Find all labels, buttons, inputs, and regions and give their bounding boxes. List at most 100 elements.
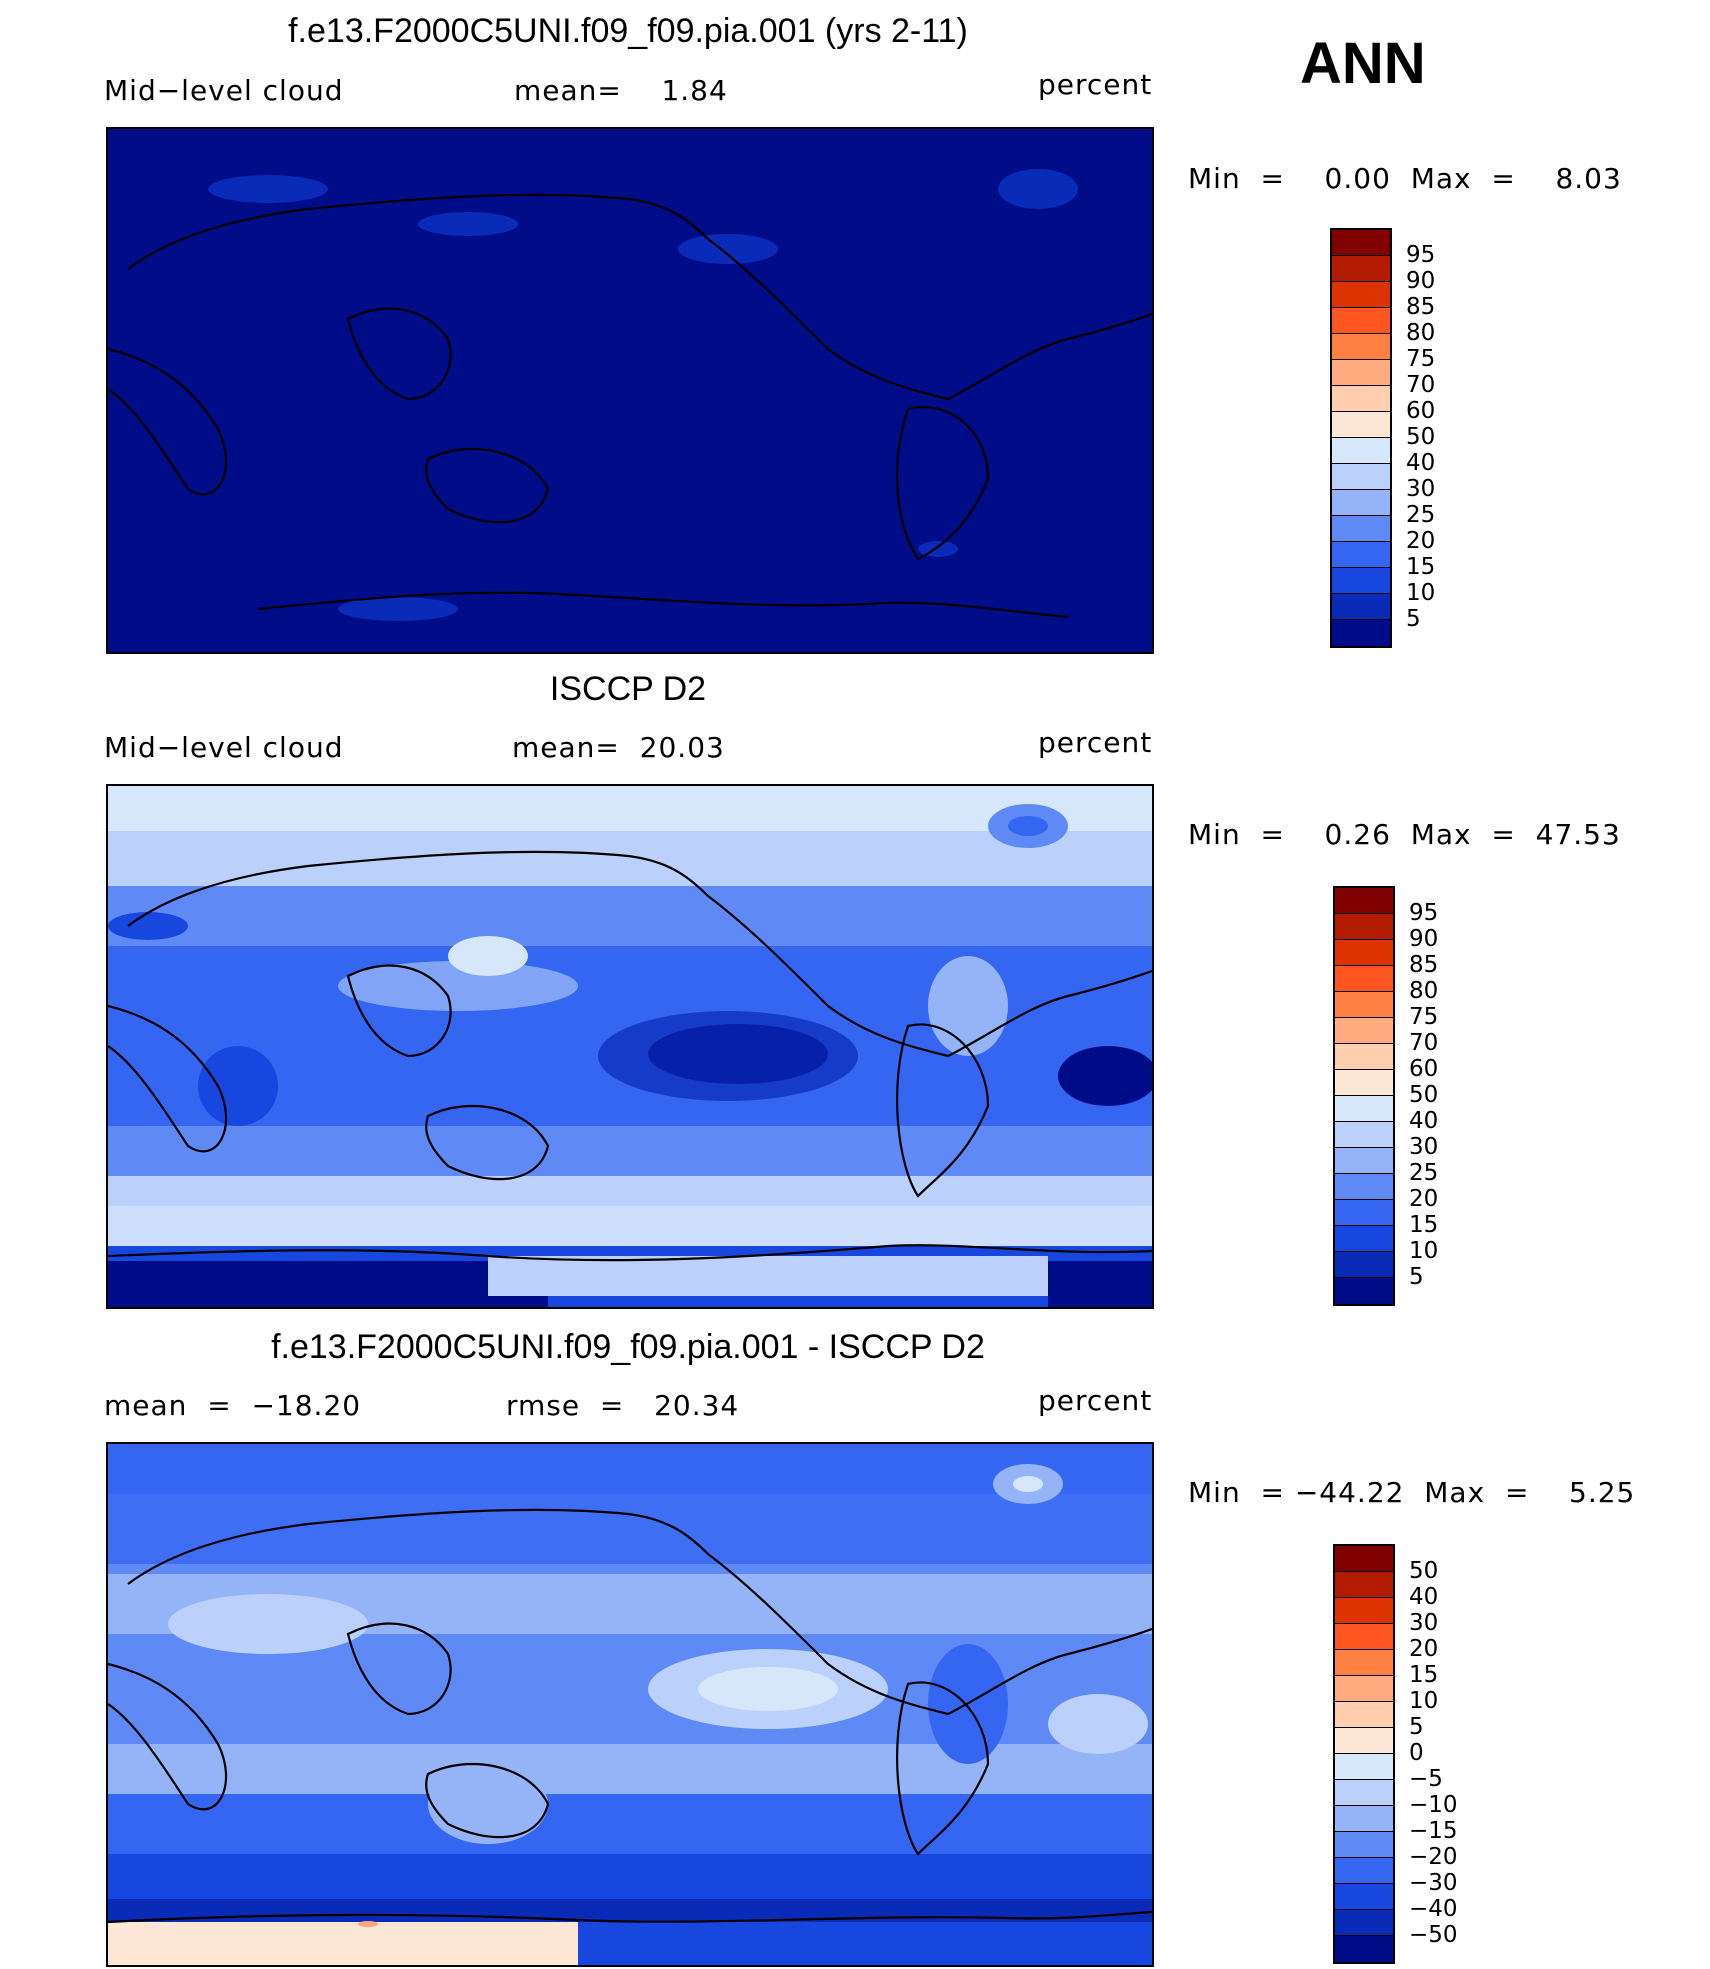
colorbar-swatch (1335, 1148, 1393, 1174)
colorbar-swatch (1335, 1650, 1393, 1676)
colorbar-tick-label: 75 (1409, 1004, 1439, 1030)
colorbar-tick-label: 60 (1409, 1056, 1439, 1082)
panel3-map (106, 1442, 1154, 1967)
panel2-coastlines (108, 850, 1152, 1262)
colorbar-tick-label: 5 (1409, 1264, 1424, 1290)
colorbar-tick-label: 15 (1409, 1212, 1439, 1238)
colorbar-swatch (1335, 1122, 1393, 1148)
colorbar-tick-label: 70 (1406, 372, 1436, 398)
colorbar-tick-label: 0 (1409, 1740, 1424, 1766)
panel2-minmax: Min = 0.26 Max = 47.53 (1188, 818, 1621, 851)
colorbar-tick-label: 95 (1406, 242, 1436, 268)
colorbar-swatch (1332, 542, 1390, 568)
colorbar-swatch (1332, 230, 1390, 256)
colorbar-tick-label: 50 (1409, 1082, 1439, 1108)
colorbar-tick-label: 85 (1409, 952, 1439, 978)
colorbar-tick-label: 15 (1406, 554, 1436, 580)
colorbar-swatch (1335, 1044, 1393, 1070)
colorbar-tick-label: −15 (1409, 1818, 1458, 1844)
colorbar-swatch (1335, 1702, 1393, 1728)
colorbar-tick-label: −10 (1409, 1792, 1458, 1818)
panel2-mean-label: mean= 20.03 (512, 731, 725, 764)
colorbar-swatch (1335, 1936, 1393, 1962)
colorbar-tick-label: −40 (1409, 1896, 1458, 1922)
colorbar-swatch (1335, 1018, 1393, 1044)
panel1-mean-label: mean= 1.84 (514, 74, 728, 107)
colorbar-tick-label: 70 (1409, 1030, 1439, 1056)
colorbar-swatch (1335, 914, 1393, 940)
colorbar-tick-label: 85 (1406, 294, 1436, 320)
panel1-antarctic-patch (338, 597, 458, 621)
panel1-coastlines (108, 193, 1152, 619)
colorbar-swatch (1335, 1754, 1393, 1780)
colorbar-swatch (1332, 516, 1390, 542)
panel3-minmax: Min = −44.22 Max = 5.25 (1188, 1476, 1636, 1509)
colorbar-swatch (1335, 1226, 1393, 1252)
colorbar-swatch (1335, 1624, 1393, 1650)
colorbar-swatch (1332, 568, 1390, 594)
colorbar-tick-label: 75 (1406, 346, 1436, 372)
colorbar-tick-label: 40 (1409, 1108, 1439, 1134)
colorbar-swatch (1335, 1278, 1393, 1304)
panel1-arctic-patch (208, 175, 328, 203)
colorbar-tick-label: 60 (1406, 398, 1436, 424)
colorbar-tick-label: 50 (1409, 1558, 1439, 1584)
colorbar-tick-label: 20 (1409, 1186, 1439, 1212)
colorbar-swatch (1335, 1910, 1393, 1936)
colorbar-swatch (1335, 1572, 1393, 1598)
panel3-colorbar (1333, 1544, 1395, 1964)
panel1-background-field (108, 129, 1152, 652)
colorbar-swatch (1335, 1070, 1393, 1096)
colorbar-tick-label: −30 (1409, 1870, 1458, 1896)
panel3-coastlines (108, 1508, 1152, 1924)
colorbar-tick-label: 40 (1406, 450, 1436, 476)
colorbar-swatch (1335, 966, 1393, 992)
colorbar-tick-label: 5 (1409, 1714, 1424, 1740)
colorbar-tick-label: 95 (1409, 900, 1439, 926)
panel3-mean-label: mean = −18.20 (104, 1389, 362, 1422)
colorbar-swatch (1335, 888, 1393, 914)
colorbar-tick-label: 80 (1409, 978, 1439, 1004)
colorbar-tick-label: 30 (1406, 476, 1436, 502)
colorbar-swatch (1332, 308, 1390, 334)
colorbar-swatch (1335, 1174, 1393, 1200)
colorbar-swatch (1335, 1096, 1393, 1122)
colorbar-swatch (1332, 438, 1390, 464)
colorbar-swatch (1332, 256, 1390, 282)
colorbar-swatch (1335, 1884, 1393, 1910)
colorbar-swatch (1335, 1858, 1393, 1884)
colorbar-swatch (1335, 1598, 1393, 1624)
colorbar-swatch (1335, 1728, 1393, 1754)
colorbar-tick-label: 5 (1406, 606, 1421, 632)
colorbar-swatch (1332, 334, 1390, 360)
colorbar-swatch (1335, 992, 1393, 1018)
panel1-siberia-patch (418, 212, 518, 236)
panel3-units-label: percent (1038, 1384, 1153, 1417)
panel1-units-label: percent (1038, 68, 1153, 101)
panel1-left-label: Mid−level cloud (104, 74, 344, 107)
colorbar-tick-label: 90 (1406, 268, 1436, 294)
colorbar-swatch (1335, 1200, 1393, 1226)
colorbar-swatch (1332, 412, 1390, 438)
colorbar-swatch (1332, 282, 1390, 308)
panel1-pacific-patch (678, 234, 778, 264)
colorbar-tick-label: 80 (1406, 320, 1436, 346)
colorbar-swatch (1335, 1676, 1393, 1702)
season-label: ANN (1300, 31, 1426, 96)
panel2-units-label: percent (1038, 726, 1153, 759)
panel2-colorbar (1333, 886, 1395, 1306)
panel1-minmax: Min = 0.00 Max = 8.03 (1188, 162, 1622, 195)
panel1-colorbar (1330, 228, 1392, 648)
panel2-left-label: Mid−level cloud (104, 731, 344, 764)
panel1-map (106, 127, 1154, 654)
colorbar-swatch (1335, 1546, 1393, 1572)
colorbar-swatch (1335, 1780, 1393, 1806)
colorbar-tick-label: 30 (1409, 1610, 1439, 1636)
colorbar-tick-label: 25 (1409, 1160, 1439, 1186)
panel3-rmse-label: rmse = 20.34 (506, 1389, 740, 1422)
panel1-title: f.e13.F2000C5UNI.f09_f09.pia.001 (yrs 2-… (288, 12, 968, 50)
colorbar-swatch (1332, 620, 1390, 646)
colorbar-tick-label: −20 (1409, 1844, 1458, 1870)
colorbar-tick-label: 10 (1406, 580, 1436, 606)
colorbar-tick-label: 15 (1409, 1662, 1439, 1688)
